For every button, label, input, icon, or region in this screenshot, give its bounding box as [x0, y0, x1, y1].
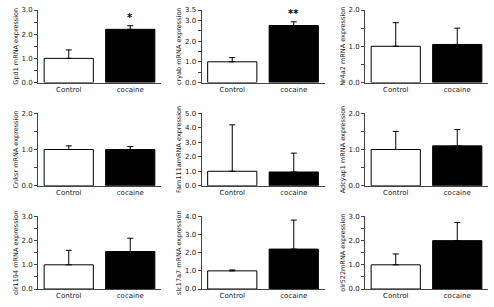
svg-text:3.0: 3.0 [21, 6, 32, 14]
svg-text:cocaine: cocaine [117, 292, 144, 300]
svg-text:3.0: 3.0 [185, 17, 196, 25]
svg-text:Control: Control [220, 189, 245, 197]
svg-text:0.0: 0.0 [185, 182, 196, 190]
svg-text:cryab mRNA expression: cryab mRNA expression [175, 7, 183, 85]
svg-text:Control: Control [220, 292, 245, 300]
svg-text:1.0: 1.0 [21, 55, 32, 63]
svg-text:Adcyap1 mRNA expression: Adcyap1 mRNA expression [339, 106, 347, 193]
svg-text:0.0: 0.0 [21, 285, 32, 293]
svg-text:0.0: 0.0 [185, 285, 196, 293]
svg-text:4.0: 4.0 [185, 213, 196, 221]
svg-text:3.5: 3.5 [185, 6, 196, 14]
svg-text:Nr4a2 mRNA expression: Nr4a2 mRNA expression [339, 7, 347, 86]
svg-text:Fam111amRNA expression: Fam111amRNA expression [175, 106, 183, 193]
svg-text:0.0: 0.0 [185, 79, 196, 87]
svg-text:1.0: 1.0 [21, 261, 32, 269]
svg-text:Control: Control [56, 292, 81, 300]
svg-text:1.0: 1.0 [185, 168, 196, 176]
svg-text:slc17a7 mRNA expression: slc17a7 mRNA expression [175, 210, 183, 295]
svg-text:cocaine: cocaine [280, 292, 307, 300]
svg-text:2.0: 2.0 [348, 6, 359, 14]
svg-text:cocaine: cocaine [444, 86, 471, 94]
svg-text:0.0: 0.0 [348, 182, 359, 190]
svg-text:0.0: 0.0 [21, 79, 32, 87]
svg-text:0.0: 0.0 [348, 285, 359, 293]
svg-text:Control: Control [383, 189, 408, 197]
svg-text:3.0: 3.0 [21, 213, 32, 221]
svg-text:cocaine: cocaine [444, 292, 471, 300]
svg-text:olr1194 mRNA expression: olr1194 mRNA expression [12, 211, 20, 295]
svg-text:2.0: 2.0 [348, 237, 359, 245]
svg-text:1.0: 1.0 [348, 261, 359, 269]
svg-text:2.0: 2.0 [185, 38, 196, 46]
svg-text:1.0: 1.0 [185, 267, 196, 275]
svg-text:2.0: 2.0 [348, 110, 359, 118]
svg-text:3.0: 3.0 [185, 139, 196, 147]
svg-text:olr522mRNA expression: olr522mRNA expression [339, 214, 347, 292]
svg-text:cocaine: cocaine [280, 189, 307, 197]
svg-text:3.0: 3.0 [185, 231, 196, 239]
svg-text:5.0: 5.0 [185, 110, 196, 118]
svg-text:cocaine: cocaine [280, 86, 307, 94]
svg-text:Control: Control [383, 86, 408, 94]
svg-text:2.0: 2.0 [21, 31, 32, 39]
svg-text:cocaine: cocaine [117, 189, 144, 197]
svg-text:1.0: 1.0 [21, 146, 32, 154]
svg-text:2.0: 2.0 [185, 153, 196, 161]
svg-text:Cnksr mRNA expression: Cnksr mRNA expression [12, 111, 20, 189]
svg-text:1.0: 1.0 [348, 146, 359, 154]
svg-text:2.0: 2.0 [21, 110, 32, 118]
svg-text:2.0: 2.0 [21, 237, 32, 245]
svg-text:4.0: 4.0 [185, 124, 196, 132]
svg-text:2.0: 2.0 [185, 249, 196, 257]
svg-text:Control: Control [220, 86, 245, 94]
svg-text:0.0: 0.0 [348, 79, 359, 87]
svg-text:1.0: 1.0 [348, 43, 359, 51]
svg-text:3.0: 3.0 [348, 213, 359, 221]
svg-text:Control: Control [56, 189, 81, 197]
svg-text:*: * [127, 12, 133, 23]
svg-text:Gpd1 mRNA expression: Gpd1 mRNA expression [12, 8, 20, 85]
svg-text:cocaine: cocaine [444, 189, 471, 197]
svg-text:1.0: 1.0 [185, 58, 196, 66]
svg-text:**: ** [288, 8, 299, 19]
svg-text:0.0: 0.0 [21, 182, 32, 190]
svg-text:Control: Control [383, 292, 408, 300]
svg-text:Control: Control [56, 86, 81, 94]
svg-text:cocaine: cocaine [117, 86, 144, 94]
